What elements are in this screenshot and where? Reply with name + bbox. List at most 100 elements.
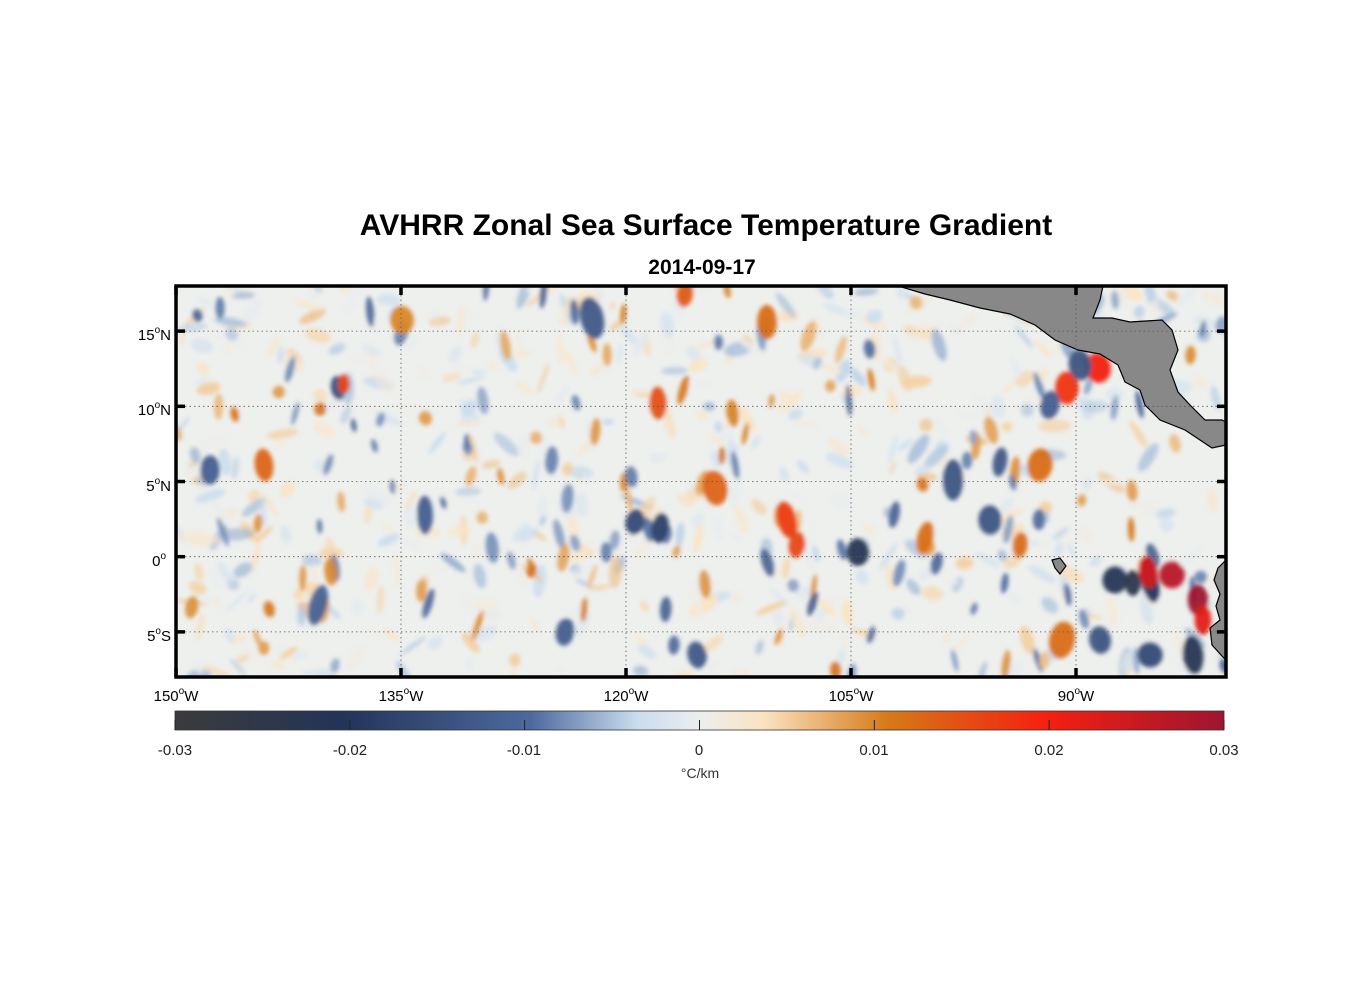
gradient-cell bbox=[279, 525, 293, 544]
gradient-cell bbox=[686, 381, 717, 388]
gradient-cell bbox=[825, 452, 853, 469]
gradient-cell bbox=[188, 581, 207, 595]
gradient-cell bbox=[241, 497, 267, 517]
gradient-cell bbox=[557, 543, 570, 572]
colorbar-tick-label: -0.03 bbox=[158, 742, 192, 759]
lon-tick-label: 150oW bbox=[154, 686, 200, 705]
gradient-cell bbox=[812, 356, 822, 370]
gradient-cell bbox=[730, 533, 743, 542]
gradient-field bbox=[176, 286, 1226, 677]
gradient-cell bbox=[346, 645, 365, 671]
gradient-cell bbox=[377, 533, 400, 547]
gradient-cell bbox=[464, 307, 474, 318]
gradient-cell bbox=[389, 479, 396, 494]
gradient-cell bbox=[365, 296, 375, 328]
gradient-cell bbox=[219, 528, 254, 541]
gradient-cell bbox=[1019, 625, 1035, 655]
gradient-cell bbox=[1067, 543, 1076, 557]
lat-tick-label: 15oN bbox=[138, 325, 171, 344]
gradient-cell bbox=[640, 496, 656, 519]
gradient-cell bbox=[376, 585, 384, 614]
gradient-cell bbox=[906, 578, 921, 596]
gradient-cell bbox=[774, 629, 783, 645]
gradient-cell bbox=[581, 472, 590, 483]
gradient-cell bbox=[561, 462, 573, 476]
gradient-cell bbox=[230, 406, 239, 422]
gradient-cell bbox=[247, 592, 256, 604]
gradient-cell bbox=[481, 459, 501, 469]
gradient-cell bbox=[942, 633, 952, 644]
gradient-cell bbox=[518, 527, 539, 543]
gradient-cell bbox=[298, 308, 326, 325]
gradient-cell bbox=[955, 556, 974, 570]
gradient-cell bbox=[325, 537, 335, 554]
gradient-cell bbox=[292, 581, 320, 600]
gradient-cell bbox=[969, 429, 977, 445]
gradient-cell bbox=[992, 447, 1008, 477]
gradient-cell bbox=[934, 416, 952, 445]
gradient-cell bbox=[807, 591, 819, 616]
gradient-cell bbox=[428, 432, 446, 454]
gradient-cell bbox=[442, 372, 462, 383]
gradient-cell bbox=[191, 338, 213, 353]
gradient-cell bbox=[1020, 403, 1034, 417]
gradient-cell bbox=[728, 478, 742, 507]
gradient-cell bbox=[1176, 286, 1199, 309]
gradient-cell bbox=[350, 598, 364, 615]
gradient-cell bbox=[1106, 596, 1120, 628]
gradient-cell bbox=[1182, 635, 1204, 675]
gradient-cell bbox=[382, 628, 400, 641]
lon-tick-label: 135oW bbox=[379, 686, 425, 705]
gradient-cell bbox=[1099, 479, 1125, 485]
gradient-cell bbox=[455, 487, 482, 496]
gradient-cell bbox=[1039, 536, 1050, 555]
gradient-cell bbox=[661, 367, 688, 375]
gradient-cell bbox=[1089, 556, 1102, 567]
gradient-cell bbox=[455, 305, 466, 337]
gradient-cell bbox=[846, 538, 870, 566]
gradient-cell bbox=[539, 286, 548, 309]
gradient-cell bbox=[1085, 353, 1111, 383]
gradient-cell bbox=[553, 519, 566, 550]
gradient-cell bbox=[796, 460, 810, 474]
gradient-cell bbox=[704, 660, 720, 669]
gradient-cell bbox=[275, 436, 284, 449]
gradient-cell bbox=[888, 435, 898, 465]
gradient-cell bbox=[1001, 421, 1013, 432]
gradient-cell bbox=[608, 555, 622, 589]
gradient-cell bbox=[214, 317, 247, 327]
gradient-cell bbox=[515, 330, 524, 352]
gradient-cell bbox=[588, 584, 611, 591]
gradient-cell bbox=[390, 305, 414, 335]
gradient-cell bbox=[1137, 443, 1159, 472]
gradient-cell bbox=[307, 585, 329, 625]
gradient-cell bbox=[422, 588, 435, 619]
gradient-cell bbox=[1126, 480, 1138, 502]
gradient-cell bbox=[485, 532, 499, 564]
gradient-cell bbox=[930, 322, 943, 331]
gradient-cell bbox=[1110, 395, 1119, 421]
gradient-cell bbox=[579, 297, 605, 339]
gradient-cell bbox=[696, 410, 708, 422]
gradient-cell bbox=[907, 434, 930, 464]
gradient-cell bbox=[1102, 566, 1128, 594]
gradient-cell bbox=[811, 545, 820, 563]
gradient-cell bbox=[471, 370, 487, 375]
gradient-cell bbox=[224, 628, 235, 644]
gradient-cell bbox=[804, 620, 838, 634]
gradient-cell bbox=[297, 604, 307, 626]
gradient-cell bbox=[952, 634, 971, 652]
gradient-cell bbox=[1135, 390, 1144, 419]
gradient-cell bbox=[757, 304, 777, 340]
gradient-cell bbox=[224, 286, 247, 296]
gradient-cell bbox=[330, 658, 340, 673]
gradient-cell bbox=[461, 399, 478, 417]
gradient-cell bbox=[350, 418, 357, 433]
gradient-cell bbox=[688, 359, 708, 373]
gradient-cell bbox=[1185, 345, 1196, 365]
gradient-cell bbox=[862, 523, 876, 535]
gradient-cell bbox=[1159, 561, 1185, 589]
gradient-cell bbox=[830, 661, 841, 677]
gradient-cell bbox=[1044, 511, 1050, 524]
gradient-cell bbox=[279, 480, 296, 498]
